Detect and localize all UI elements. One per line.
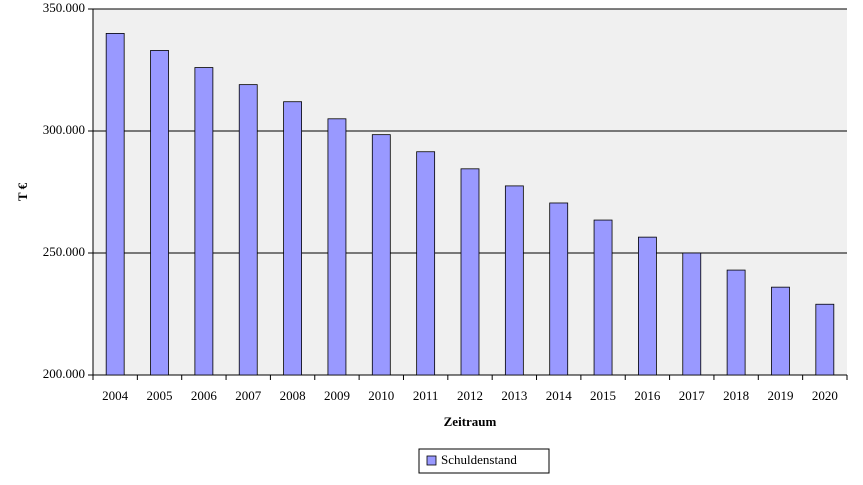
x-tick-label: 2010	[368, 388, 394, 403]
x-tick-label: 2019	[767, 388, 793, 403]
x-tick-label: 2011	[413, 388, 439, 403]
x-tick-label: 2007	[235, 388, 262, 403]
x-tick-label: 2018	[723, 388, 749, 403]
y-tick-label: 200.000	[43, 366, 85, 381]
bar	[771, 286, 790, 376]
bar	[726, 269, 746, 376]
legend-label: Schuldenstand	[441, 452, 517, 467]
bar	[504, 185, 524, 376]
x-tick-label: 2008	[280, 388, 306, 403]
bar	[194, 67, 214, 376]
bar	[460, 168, 480, 376]
x-tick-label: 2014	[546, 388, 573, 403]
bar	[416, 151, 436, 376]
y-tick-label: 300.000	[43, 122, 85, 137]
bar	[593, 219, 613, 376]
y-axis-title: T €	[15, 182, 30, 201]
x-axis-title: Zeitraum	[444, 414, 497, 429]
x-tick-label: 2009	[324, 388, 350, 403]
x-tick-label: 2004	[102, 388, 129, 403]
bar	[327, 118, 347, 376]
bar	[150, 50, 169, 376]
x-tick-label: 2005	[147, 388, 173, 403]
bar	[682, 252, 702, 376]
bar	[371, 134, 391, 376]
bar	[638, 236, 657, 376]
x-tick-label: 2016	[634, 388, 661, 403]
bar	[549, 202, 569, 376]
y-tick-label: 250.000	[43, 244, 85, 259]
x-tick-label: 2020	[812, 388, 838, 403]
legend-swatch	[426, 455, 437, 466]
legend	[418, 448, 550, 474]
y-tick-label: 350.000	[43, 0, 85, 15]
bar	[238, 84, 258, 376]
x-tick-label: 2012	[457, 388, 483, 403]
bar	[105, 33, 125, 376]
x-tick-label: 2013	[501, 388, 527, 403]
x-tick-label: 2015	[590, 388, 616, 403]
bar	[815, 303, 835, 376]
x-tick-label: 2017	[679, 388, 706, 403]
bar	[283, 101, 302, 376]
x-tick-label: 2006	[191, 388, 218, 403]
